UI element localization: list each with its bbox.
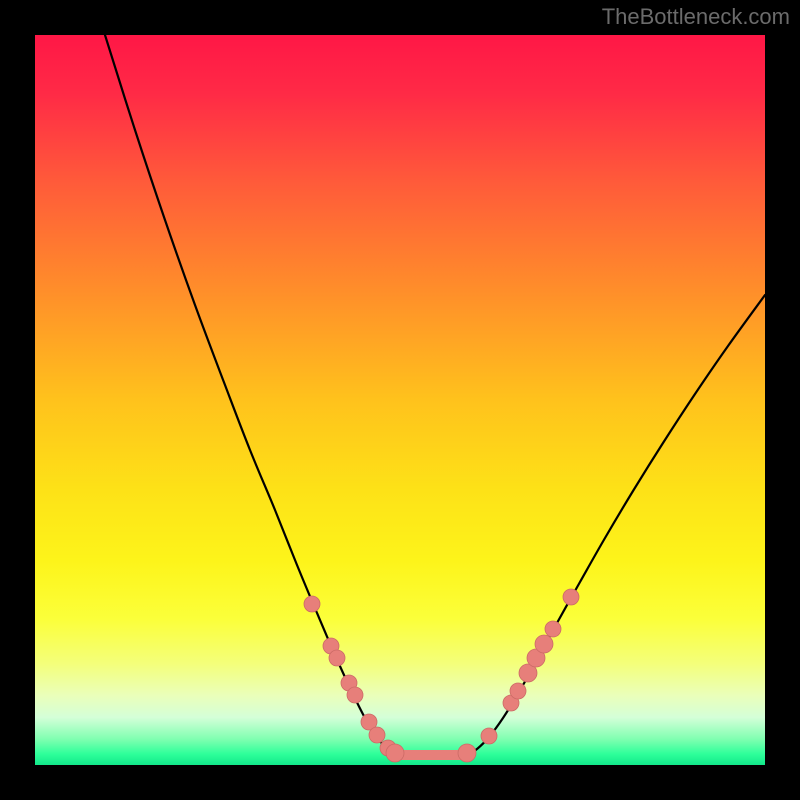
data-marker bbox=[386, 744, 404, 762]
data-marker bbox=[481, 728, 497, 744]
curve-layer bbox=[35, 35, 765, 765]
data-marker bbox=[510, 683, 526, 699]
data-marker bbox=[563, 589, 579, 605]
data-marker bbox=[369, 727, 385, 743]
watermark-text: TheBottleneck.com bbox=[602, 4, 790, 30]
chart-frame: TheBottleneck.com bbox=[0, 0, 800, 800]
data-marker bbox=[304, 596, 320, 612]
data-marker bbox=[329, 650, 345, 666]
data-marker bbox=[545, 621, 561, 637]
data-marker bbox=[458, 744, 476, 762]
curve-left bbox=[105, 35, 395, 755]
plot-area bbox=[35, 35, 765, 765]
data-marker bbox=[535, 635, 553, 653]
data-marker bbox=[347, 687, 363, 703]
